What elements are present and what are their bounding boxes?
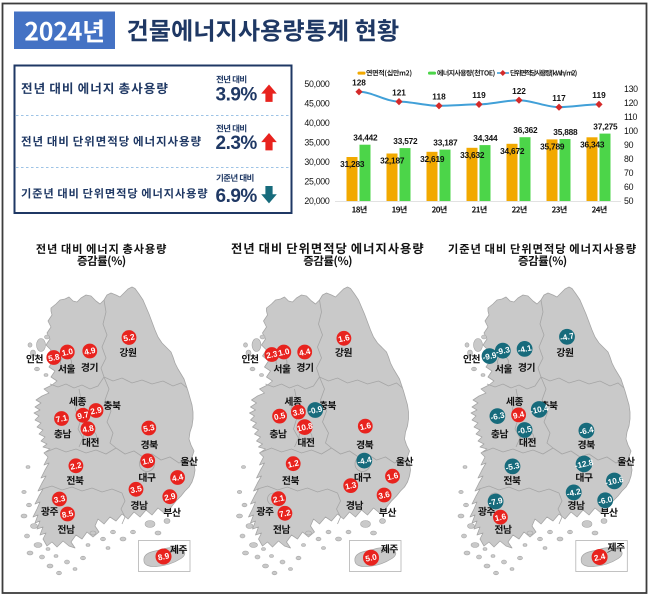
svg-text:117: 117: [552, 93, 566, 103]
svg-text:130: 130: [624, 84, 638, 94]
svg-text:-9.3: -9.3: [495, 345, 511, 357]
svg-text:30,000: 30,000: [304, 157, 330, 167]
svg-text:33,632: 33,632: [460, 150, 485, 160]
svg-text:6.9%: 6.9%: [216, 186, 258, 207]
svg-text:3.9%: 3.9%: [216, 85, 258, 106]
svg-text:1.6: 1.6: [494, 512, 507, 523]
svg-text:2.3: 2.3: [265, 349, 278, 360]
svg-text:32,619: 32,619: [420, 154, 445, 164]
svg-text:90: 90: [624, 140, 634, 150]
svg-text:-6.0: -6.0: [597, 495, 613, 507]
svg-text:120: 120: [624, 98, 638, 108]
svg-text:34,672: 34,672: [500, 146, 525, 156]
svg-text:5.3: 5.3: [142, 423, 155, 434]
svg-text:-4.1: -4.1: [517, 343, 533, 355]
svg-text:34,442: 34,442: [353, 133, 378, 143]
svg-text:35,789: 35,789: [540, 141, 565, 151]
svg-text:3.5: 3.5: [130, 484, 143, 495]
svg-text:25,000: 25,000: [304, 177, 330, 187]
svg-text:8.5: 8.5: [61, 509, 74, 520]
svg-text:9.4: 9.4: [512, 410, 525, 421]
svg-text:-4.7: -4.7: [559, 331, 575, 343]
svg-text:36,343: 36,343: [580, 139, 605, 149]
svg-text:5.2: 5.2: [123, 332, 136, 343]
svg-text:70: 70: [624, 168, 634, 178]
svg-text:-4.2: -4.2: [566, 487, 582, 499]
svg-text:4.9: 4.9: [83, 346, 96, 357]
svg-text:118: 118: [432, 92, 446, 102]
svg-text:128: 128: [352, 78, 366, 88]
svg-text:-4.4: -4.4: [357, 455, 373, 467]
svg-text:33,187: 33,187: [433, 138, 458, 148]
svg-text:4.4: 4.4: [171, 472, 184, 483]
svg-text:33,572: 33,572: [393, 136, 418, 146]
svg-text:50: 50: [624, 196, 634, 206]
svg-text:20,000: 20,000: [304, 196, 330, 206]
svg-text:4.4: 4.4: [298, 347, 311, 358]
svg-text:1.6: 1.6: [359, 421, 372, 432]
svg-text:5.8: 5.8: [47, 352, 60, 363]
svg-text:5.0: 5.0: [365, 552, 378, 563]
svg-text:2.4: 2.4: [593, 552, 606, 563]
svg-text:45,000: 45,000: [304, 99, 330, 109]
svg-text:80: 80: [624, 154, 634, 164]
svg-text:60: 60: [624, 182, 634, 192]
svg-text:122: 122: [512, 86, 526, 96]
svg-text:-6.4: -6.4: [579, 425, 595, 437]
svg-text:-5.3: -5.3: [505, 461, 521, 473]
svg-text:100: 100: [624, 126, 638, 136]
svg-text:-0.5: -0.5: [517, 424, 533, 436]
svg-text:-9.9: -9.9: [482, 351, 498, 363]
svg-text:-10.4: -10.4: [529, 403, 550, 416]
svg-text:2.9: 2.9: [163, 491, 176, 502]
svg-text:31,283: 31,283: [340, 159, 365, 169]
svg-text:3.6: 3.6: [378, 490, 391, 501]
svg-text:37,275: 37,275: [593, 122, 618, 132]
svg-text:35,888: 35,888: [553, 127, 578, 137]
svg-text:110: 110: [624, 112, 638, 122]
svg-text:4.8: 4.8: [82, 424, 95, 435]
svg-text:7.2: 7.2: [278, 508, 291, 519]
svg-text:1.2: 1.2: [287, 458, 300, 469]
svg-text:2.2: 2.2: [69, 461, 82, 472]
svg-text:1.3: 1.3: [344, 480, 357, 491]
svg-text:1.6: 1.6: [337, 333, 350, 344]
svg-text:-10.6: -10.6: [604, 475, 625, 488]
svg-text:2.9: 2.9: [90, 405, 103, 416]
svg-text:-12.8: -12.8: [574, 458, 595, 471]
svg-text:0.5: 0.5: [273, 411, 286, 422]
svg-text:9.7: 9.7: [77, 410, 90, 421]
svg-text:50,000: 50,000: [304, 79, 330, 89]
svg-text:34,344: 34,344: [473, 133, 498, 143]
svg-text:119: 119: [472, 90, 486, 100]
svg-text:1.6: 1.6: [386, 471, 399, 482]
svg-text:35,000: 35,000: [304, 138, 330, 148]
svg-text:-6.3: -6.3: [490, 411, 506, 423]
svg-text:36,362: 36,362: [513, 125, 538, 135]
svg-text:2.1: 2.1: [272, 493, 285, 504]
svg-text:10.8: 10.8: [296, 421, 314, 433]
svg-text:1.0: 1.0: [277, 347, 290, 358]
svg-text:7.1: 7.1: [55, 413, 68, 424]
svg-text:1.0: 1.0: [61, 347, 74, 358]
svg-text:3.8: 3.8: [292, 407, 305, 418]
svg-text:40,000: 40,000: [304, 118, 330, 128]
svg-text:32,187: 32,187: [380, 156, 405, 166]
svg-text:-0.9: -0.9: [307, 404, 323, 416]
svg-text:3.3: 3.3: [53, 494, 66, 505]
svg-text:119: 119: [592, 90, 606, 100]
svg-text:1.6: 1.6: [141, 456, 154, 467]
svg-text:121: 121: [392, 87, 406, 97]
svg-text:-7.9: -7.9: [488, 496, 504, 508]
svg-text:8.9: 8.9: [157, 551, 170, 562]
svg-text:2.3%: 2.3%: [216, 133, 258, 154]
